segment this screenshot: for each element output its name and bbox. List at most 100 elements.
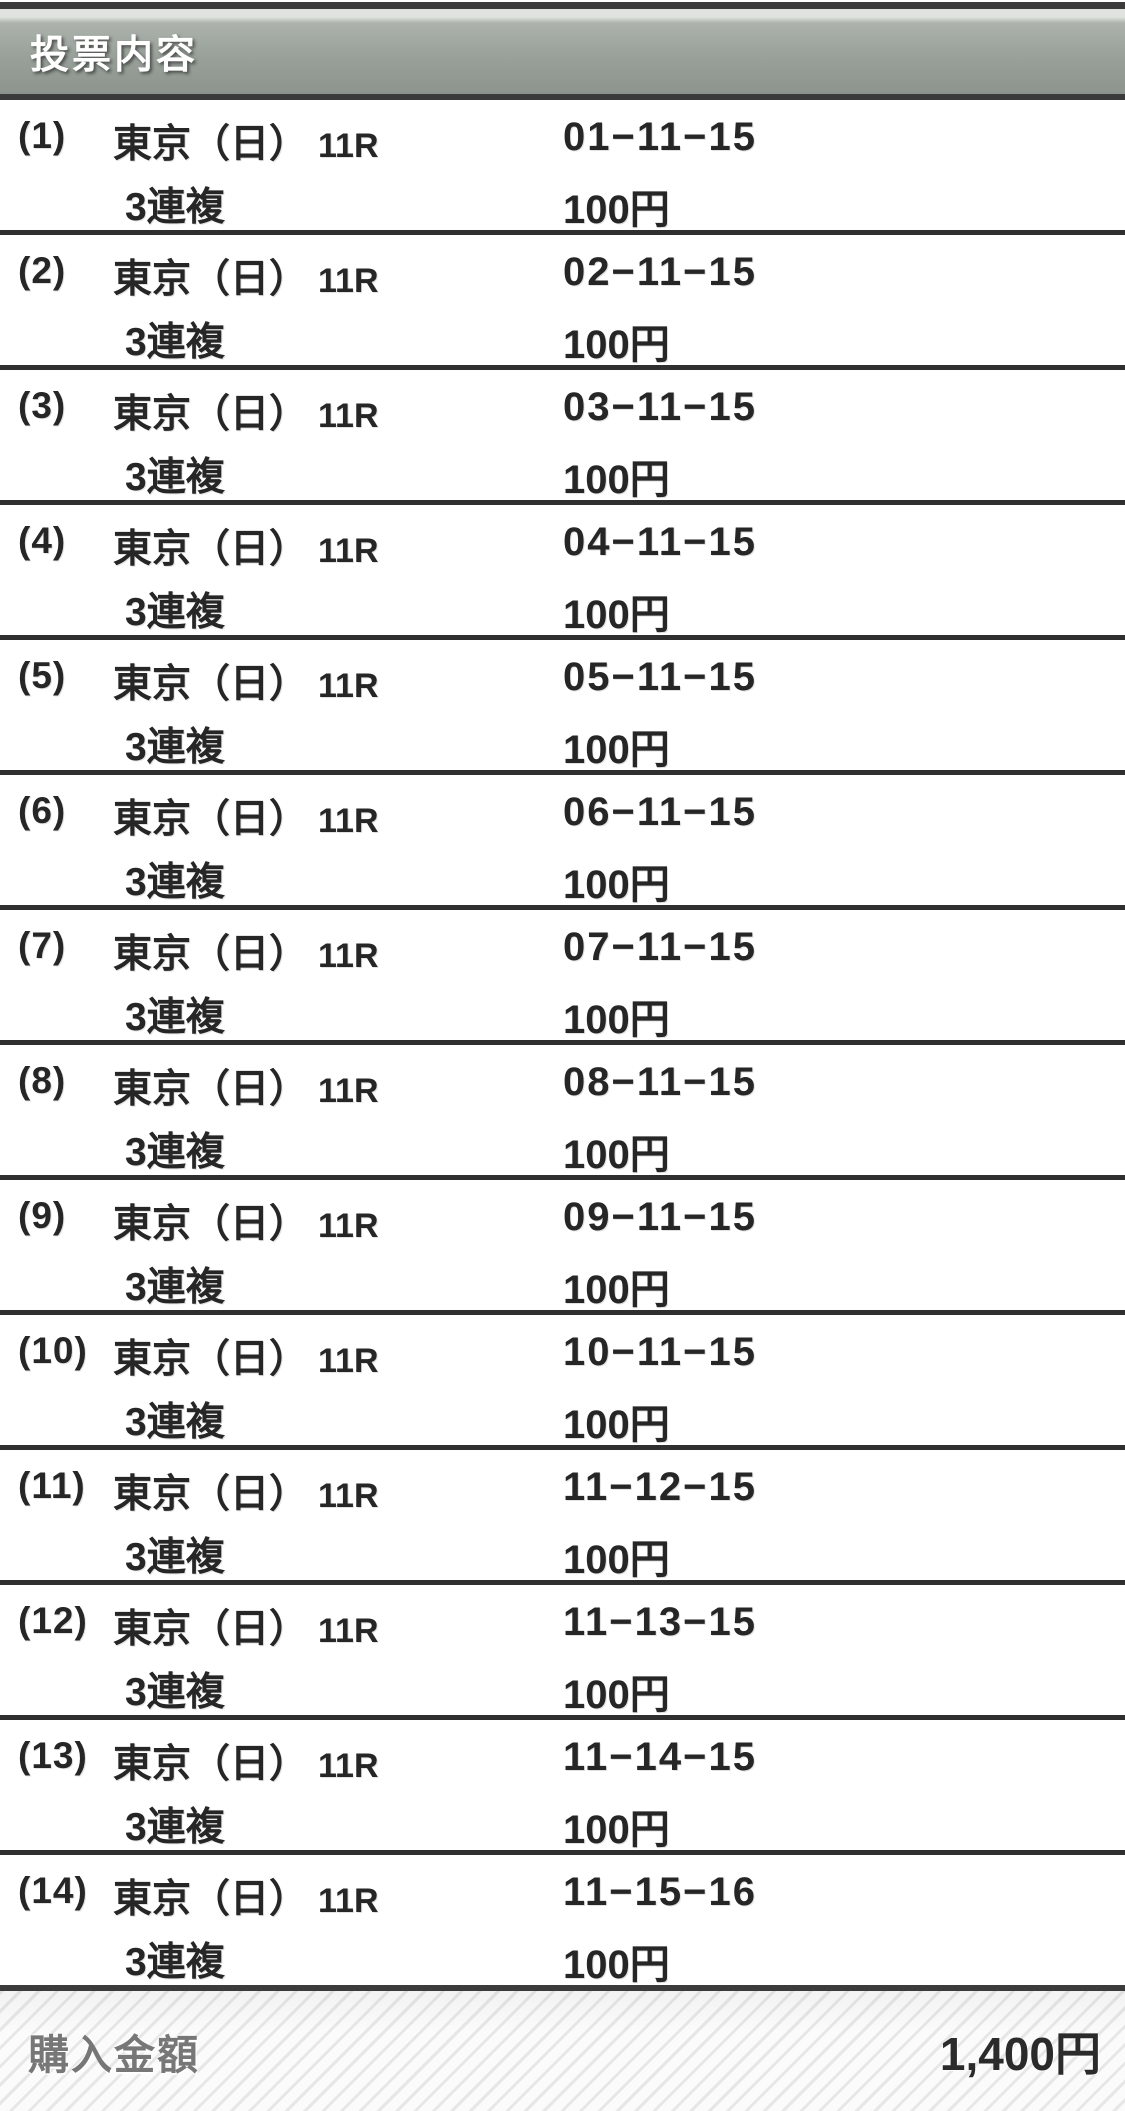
bet-amount-value: 100円 [563, 998, 670, 1042]
venue-label: 東京（日） [113, 933, 309, 976]
combination-value: 07−11−15 [563, 925, 757, 969]
bet-row: (5) 東京（日） 11R 3連複 05−11−15 100円 [0, 640, 1125, 775]
race-label: 11R [318, 532, 379, 570]
venue-race-line: 東京（日） 11R [113, 1058, 379, 1114]
combination-value: 09−11−15 [563, 1195, 757, 1239]
venue-race-line: 東京（日） 11R [113, 1328, 379, 1384]
bet-row: (10) 東京（日） 11R 3連複 10−11−15 100円 [0, 1315, 1125, 1450]
combination-value: 10−11−15 [563, 1330, 757, 1374]
race-label: 11R [318, 397, 379, 435]
combination-value: 11−14−15 [563, 1735, 757, 1779]
bet-row: (11) 東京（日） 11R 3連複 11−12−15 100円 [0, 1450, 1125, 1585]
bet-type-label: 3連複 [125, 186, 225, 229]
row-number: (2) [18, 250, 67, 291]
combination-value: 11−12−15 [563, 1465, 757, 1509]
bet-type-label: 3連複 [125, 1131, 225, 1174]
race-label: 11R [318, 802, 379, 840]
purchase-amount-value: 1,400円 [939, 2028, 1101, 2080]
combination-value: 06−11−15 [563, 790, 757, 834]
bet-row: (13) 東京（日） 11R 3連複 11−14−15 100円 [0, 1720, 1125, 1855]
bet-amount-value: 100円 [563, 593, 670, 637]
venue-race-line: 東京（日） 11R [113, 653, 379, 709]
venue-label: 東京（日） [113, 528, 309, 571]
venue-race-line: 東京（日） 11R [113, 518, 379, 574]
bet-type-label: 3連複 [125, 1536, 225, 1579]
bet-row: (3) 東京（日） 11R 3連複 03−11−15 100円 [0, 370, 1125, 505]
venue-race-line: 東京（日） 11R [113, 1868, 379, 1924]
bet-type-label: 3連複 [125, 861, 225, 904]
combination-value: 11−13−15 [563, 1600, 757, 1644]
combination-value: 02−11−15 [563, 250, 757, 294]
bet-row: (2) 東京（日） 11R 3連複 02−11−15 100円 [0, 235, 1125, 370]
venue-race-line: 東京（日） 11R [113, 923, 379, 979]
row-number: (5) [18, 655, 67, 696]
bet-row: (4) 東京（日） 11R 3連複 04−11−15 100円 [0, 505, 1125, 640]
bet-type-label: 3連複 [125, 1266, 225, 1309]
bet-row: (8) 東京（日） 11R 3連複 08−11−15 100円 [0, 1045, 1125, 1180]
bet-list: (1) 東京（日） 11R 3連複 01−11−15 100円 (2) 東京（日）… [0, 100, 1125, 1987]
venue-race-line: 東京（日） 11R [113, 1193, 379, 1249]
venue-race-line: 東京（日） 11R [113, 113, 379, 169]
combination-value: 04−11−15 [563, 520, 757, 564]
combination-value: 01−11−15 [563, 115, 757, 159]
bet-type-label: 3連複 [125, 456, 225, 499]
bet-type-label: 3連複 [125, 591, 225, 634]
bet-row: (12) 東京（日） 11R 3連複 11−13−15 100円 [0, 1585, 1125, 1720]
venue-label: 東京（日） [113, 1203, 309, 1246]
bet-type-label: 3連複 [125, 321, 225, 364]
venue-label: 東京（日） [113, 123, 309, 166]
combination-value: 05−11−15 [563, 655, 757, 699]
venue-race-line: 東京（日） 11R [113, 383, 379, 439]
race-label: 11R [318, 1747, 379, 1785]
venue-race-line: 東京（日） 11R [113, 788, 379, 844]
row-number: (3) [18, 385, 67, 426]
bet-amount-value: 100円 [563, 1268, 670, 1312]
bet-type-label: 3連複 [125, 1941, 225, 1984]
race-label: 11R [318, 667, 379, 705]
row-number: (13) [18, 1735, 88, 1776]
venue-label: 東京（日） [113, 258, 309, 301]
bet-type-label: 3連複 [125, 1401, 225, 1444]
bet-amount-value: 100円 [563, 728, 670, 772]
bet-type-label: 3連複 [125, 1671, 225, 1714]
bet-amount-value: 100円 [563, 1808, 670, 1852]
venue-race-line: 東京（日） 11R [113, 1733, 379, 1789]
row-number: (8) [18, 1060, 67, 1101]
race-label: 11R [318, 127, 379, 165]
race-label: 11R [318, 1342, 379, 1380]
header-bar: 投票内容 [0, 2, 1125, 100]
bet-amount-value: 100円 [563, 458, 670, 502]
bet-row: (9) 東京（日） 11R 3連複 09−11−15 100円 [0, 1180, 1125, 1315]
bet-amount-value: 100円 [563, 323, 670, 367]
race-label: 11R [318, 1477, 379, 1515]
bet-amount-value: 100円 [563, 1673, 670, 1717]
venue-label: 東京（日） [113, 1473, 309, 1516]
race-label: 11R [318, 937, 379, 975]
venue-label: 東京（日） [113, 663, 309, 706]
bet-amount-value: 100円 [563, 188, 670, 232]
venue-label: 東京（日） [113, 1068, 309, 1111]
venue-label: 東京（日） [113, 798, 309, 841]
bet-row: (6) 東京（日） 11R 3連複 06−11−15 100円 [0, 775, 1125, 910]
row-number: (9) [18, 1195, 67, 1236]
bet-row: (14) 東京（日） 11R 3連複 11−15−16 100円 [0, 1855, 1125, 1987]
venue-label: 東京（日） [113, 1878, 309, 1921]
venue-label: 東京（日） [113, 1608, 309, 1651]
bet-amount-value: 100円 [563, 1538, 670, 1582]
bet-type-label: 3連複 [125, 726, 225, 769]
combination-value: 08−11−15 [563, 1060, 757, 1104]
bet-type-label: 3連複 [125, 1806, 225, 1849]
row-number: (6) [18, 790, 67, 831]
venue-label: 東京（日） [113, 1338, 309, 1381]
page-title: 投票内容 [30, 33, 199, 77]
race-label: 11R [318, 1207, 379, 1245]
row-number: (4) [18, 520, 67, 561]
bet-type-label: 3連複 [125, 996, 225, 1039]
venue-label: 東京（日） [113, 393, 309, 436]
bet-row: (7) 東京（日） 11R 3連複 07−11−15 100円 [0, 910, 1125, 1045]
bet-amount-value: 100円 [563, 1943, 670, 1987]
row-number: (11) [18, 1465, 86, 1506]
race-label: 11R [318, 1612, 379, 1650]
race-label: 11R [318, 1072, 379, 1110]
